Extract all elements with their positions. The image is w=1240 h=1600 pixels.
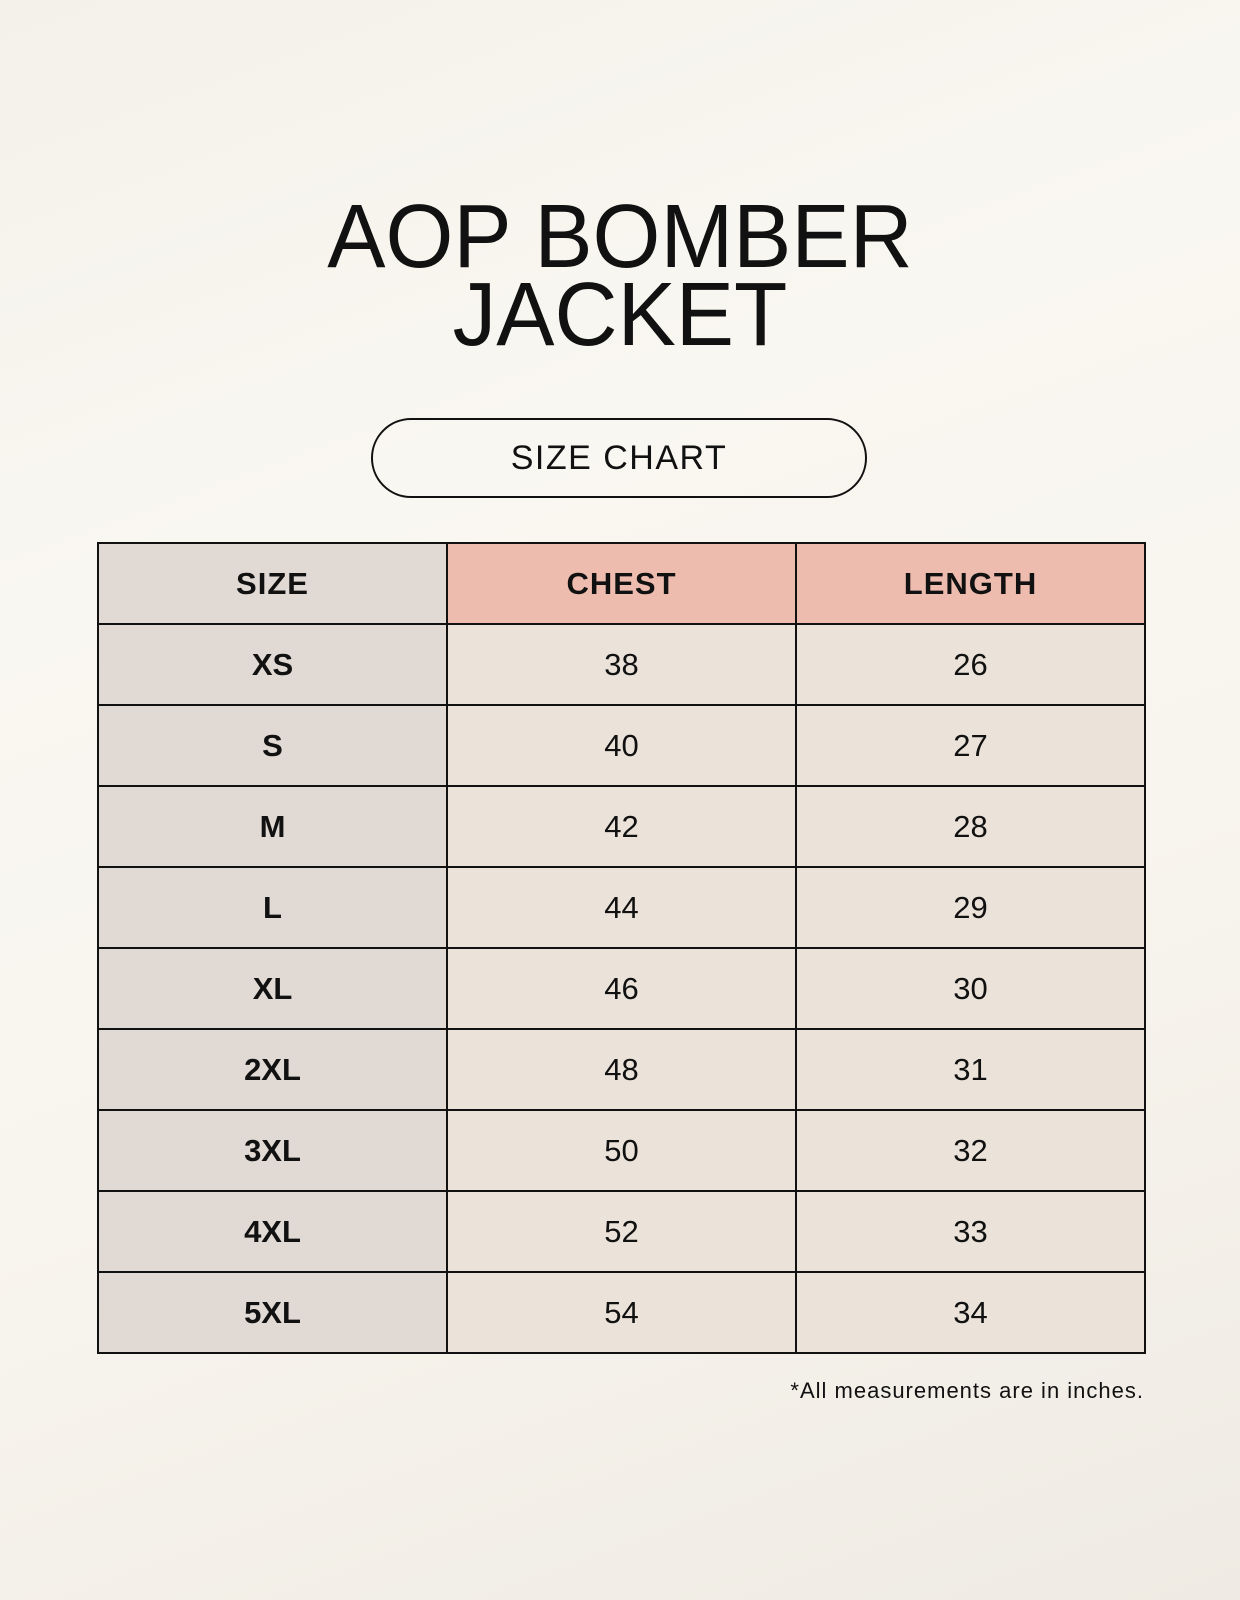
- title-line: JACKET: [452, 265, 788, 365]
- column-header: LENGTH: [795, 542, 1146, 625]
- table-row: 5XL 54 34: [97, 1271, 1146, 1354]
- size-cell: 2XL: [97, 1028, 448, 1111]
- table-row: 2XL 48 31: [97, 1028, 1146, 1111]
- length-cell: 27: [795, 704, 1146, 787]
- chest-cell: 52: [446, 1190, 797, 1273]
- size-cell: 5XL: [97, 1271, 448, 1354]
- footnote: *All measurements are in inches.: [790, 1378, 1144, 1403]
- size-cell: S: [97, 704, 448, 787]
- length-cell: 34: [795, 1271, 1146, 1354]
- length-cell: 31: [795, 1028, 1146, 1111]
- length-cell: 32: [795, 1109, 1146, 1192]
- size-cell: 4XL: [97, 1190, 448, 1273]
- chest-cell: 44: [446, 866, 797, 949]
- chest-cell: 54: [446, 1271, 797, 1354]
- page-title: AOP BOMBER JACKET: [0, 187, 1240, 365]
- length-cell: 30: [795, 947, 1146, 1030]
- table-row: S 40 27: [97, 704, 1146, 787]
- table-row: 3XL 50 32: [97, 1109, 1146, 1192]
- table-row: XL 46 30: [97, 947, 1146, 1030]
- length-cell: 28: [795, 785, 1146, 868]
- table-row: M 42 28: [97, 785, 1146, 868]
- title-line: AOP BOMBER: [327, 187, 913, 287]
- size-table: SIZE CHEST LENGTH XS 38 26 S 40 27 M 42 28 L 44 29 XL 4…: [97, 542, 1146, 1354]
- table-row: XS 38 26: [97, 623, 1146, 706]
- length-cell: 33: [795, 1190, 1146, 1273]
- chest-cell: 40: [446, 704, 797, 787]
- chest-cell: 42: [446, 785, 797, 868]
- chest-cell: 50: [446, 1109, 797, 1192]
- length-cell: 26: [795, 623, 1146, 706]
- size-cell: XL: [97, 947, 448, 1030]
- column-header: SIZE: [97, 542, 448, 625]
- size-cell: L: [97, 866, 448, 949]
- chest-cell: 46: [446, 947, 797, 1030]
- size-cell: M: [97, 785, 448, 868]
- length-cell: 29: [795, 866, 1146, 949]
- table-row: 4XL 52 33: [97, 1190, 1146, 1273]
- chest-cell: 48: [446, 1028, 797, 1111]
- size-chart-label: SIZE CHART: [371, 418, 867, 498]
- chest-cell: 38: [446, 623, 797, 706]
- table-row: L 44 29: [97, 866, 1146, 949]
- size-cell: XS: [97, 623, 448, 706]
- size-cell: 3XL: [97, 1109, 448, 1192]
- column-header: CHEST: [446, 542, 797, 625]
